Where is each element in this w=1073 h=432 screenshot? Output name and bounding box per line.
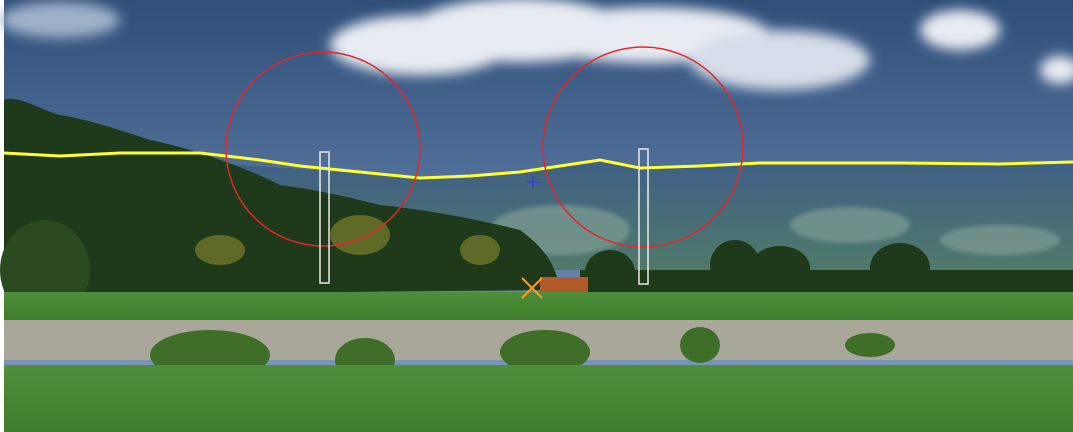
roof [540, 277, 588, 293]
blue-cross [527, 176, 539, 188]
clouds [0, 0, 1073, 90]
overlays [3, 46, 1073, 299]
trees [0, 98, 1073, 320]
marker-bar [638, 148, 649, 285]
far-field [4, 292, 1073, 322]
near-field [4, 365, 1073, 432]
horizon-line [3, 151, 1073, 180]
red-circle [225, 51, 421, 247]
tree-highlights [195, 215, 500, 265]
orange-x [521, 277, 543, 299]
marker-bar [319, 151, 330, 284]
red-circle [542, 46, 744, 248]
